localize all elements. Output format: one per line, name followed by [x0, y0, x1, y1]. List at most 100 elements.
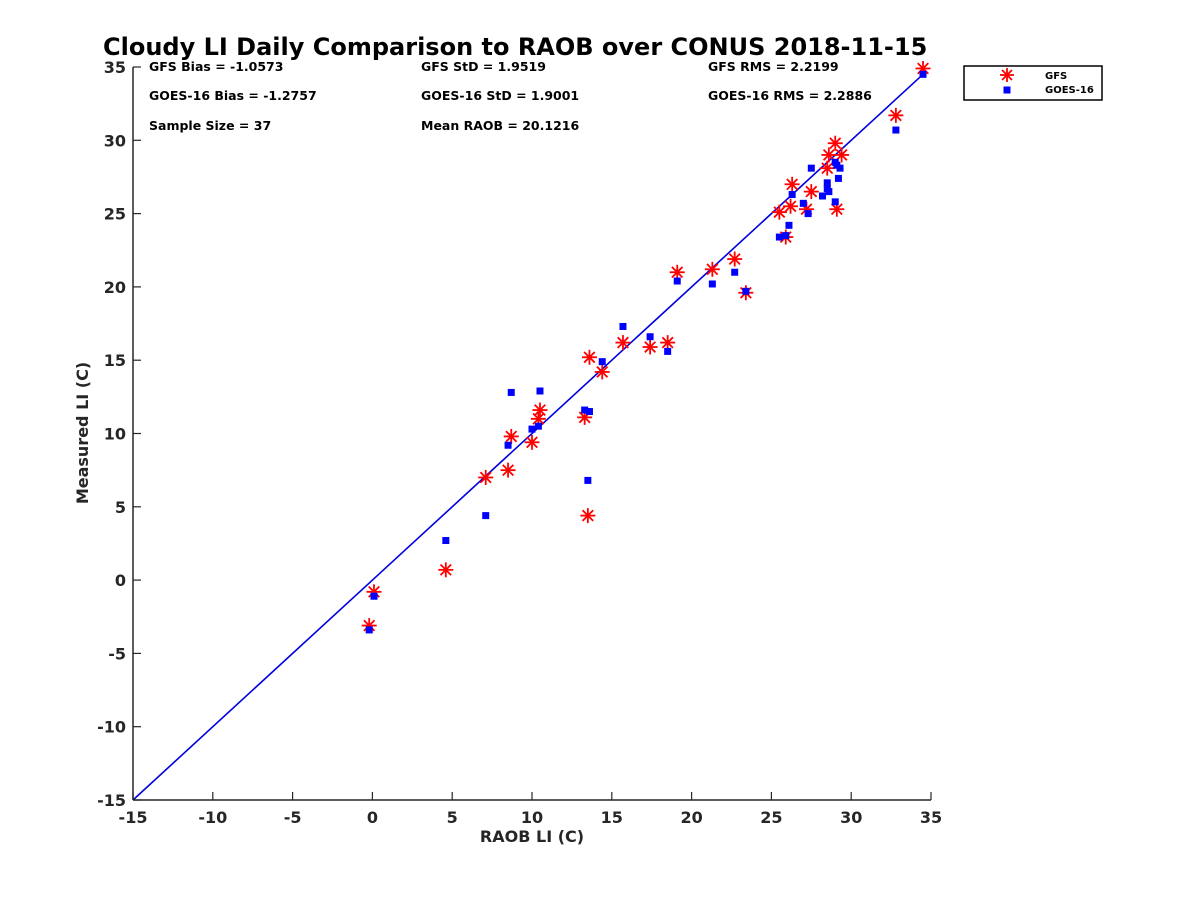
legend: GFS GOES-16	[963, 65, 1103, 101]
y-tick-label: -10	[97, 718, 126, 737]
legend-goes-label: GOES-16	[1045, 85, 1094, 96]
goes-16-point	[825, 188, 833, 196]
stat-mean-raob: Mean RAOB = 20.1216	[421, 118, 579, 133]
goes-16-point	[708, 280, 716, 288]
y-tick-label: -5	[108, 644, 126, 663]
gfs-point	[580, 508, 596, 524]
goes-16-point	[836, 164, 844, 172]
goes-16-point	[788, 191, 796, 199]
x-tick-label: 15	[601, 808, 623, 827]
goes-16-point	[892, 126, 900, 134]
goes-16-point	[742, 287, 750, 295]
legend-gfs-label: GFS	[1045, 71, 1067, 82]
goes-16-point	[619, 322, 627, 330]
goes-16-point	[818, 192, 826, 200]
goes-16-point	[804, 210, 812, 218]
gfs-point	[500, 462, 516, 478]
goes-16-point	[807, 164, 815, 172]
goes-16-point	[442, 537, 450, 545]
x-tick-label: 5	[447, 808, 458, 827]
goes-16-point	[919, 70, 927, 78]
gfs-point	[783, 198, 799, 214]
goes-16-point	[528, 425, 536, 433]
legend-goes-square	[1003, 86, 1011, 94]
stat-gfs-rms: GFS RMS = 2.2199	[708, 59, 839, 74]
goes-16-point	[507, 388, 515, 396]
goes-16-point	[731, 268, 739, 276]
goes-16-point	[504, 441, 512, 449]
x-tick-label: 10	[521, 808, 543, 827]
gfs-point	[478, 469, 494, 485]
gfs-point	[827, 135, 843, 151]
gfs-point	[771, 204, 787, 220]
x-axis-label: RAOB LI (C)	[480, 827, 584, 846]
goes-16-point	[598, 358, 606, 366]
goes-16-point	[664, 347, 672, 355]
gfs-point	[888, 107, 904, 123]
y-tick-label: 5	[115, 498, 126, 517]
gfs-point	[532, 402, 548, 418]
gfs-point	[821, 147, 837, 163]
y-tick-label: 30	[104, 131, 126, 150]
legend-gfs-marker	[1000, 68, 1014, 82]
gfs-point	[438, 562, 454, 578]
gfs-point	[615, 335, 631, 351]
chart-title: Cloudy LI Daily Comparison to RAOB over …	[103, 33, 927, 61]
goes-16-point	[785, 221, 793, 229]
goes-16-point	[536, 387, 544, 395]
gfs-point	[819, 160, 835, 176]
x-tick-label: -15	[119, 808, 148, 827]
stat-goes-rms: GOES-16 RMS = 2.2886	[708, 88, 872, 103]
y-tick-label: 15	[104, 351, 126, 370]
gfs-point	[660, 335, 676, 351]
legend-gfs-asterisk	[1000, 68, 1014, 82]
x-tick-label: 25	[760, 808, 782, 827]
gfs-point	[834, 147, 850, 163]
y-tick-label: -15	[97, 791, 126, 810]
y-axis-label: Measured LI (C)	[73, 362, 92, 504]
stat-sample-size: Sample Size = 37	[149, 118, 271, 133]
y-tick-label: 0	[115, 571, 126, 590]
legend-box	[963, 65, 1103, 101]
gfs-point	[784, 176, 800, 192]
gfs-point	[503, 428, 519, 444]
y-tick-label: 10	[104, 425, 126, 444]
y-tick-label: 35	[104, 58, 126, 77]
legend-goes-marker	[1003, 86, 1011, 94]
gfs-point	[594, 364, 610, 380]
x-tick-label: 30	[840, 808, 862, 827]
x-tick-label: -5	[284, 808, 302, 827]
goes-16-point	[799, 199, 807, 207]
goes-16-point	[834, 174, 842, 182]
data-layer	[132, 60, 931, 801]
y-tick-label: 25	[104, 205, 126, 224]
x-tick-label: 20	[680, 808, 702, 827]
gfs-point	[727, 251, 743, 267]
stat-goes-bias: GOES-16 Bias = -1.2757	[149, 88, 317, 103]
stat-gfs-std: GFS StD = 1.9519	[421, 59, 546, 74]
gfs-point	[704, 261, 720, 277]
gfs-point	[581, 349, 597, 365]
goes-16-point	[365, 626, 373, 634]
goes-16-point	[831, 198, 839, 206]
gfs-point	[669, 264, 685, 280]
goes-16-point	[673, 277, 681, 285]
stat-goes-std: GOES-16 StD = 1.9001	[421, 88, 579, 103]
gfs-point	[524, 434, 540, 450]
goes-16-point	[534, 422, 542, 430]
goes-16-point	[782, 232, 790, 240]
goes-16-point	[482, 512, 490, 520]
gfs-point	[803, 184, 819, 200]
goes-16-point	[581, 406, 589, 414]
goes-16-point	[646, 333, 654, 341]
axes-layer: -15 -10 -5 0 5 10 15 20 25 30 35 -15 -10 -5 0 5 10 15 20 25…	[97, 58, 942, 827]
x-tick-label: 0	[367, 808, 378, 827]
y-tick-label: 20	[104, 278, 126, 297]
x-tick-label: 35	[920, 808, 942, 827]
x-tick-label: -10	[198, 808, 227, 827]
goes-16-point	[584, 476, 592, 484]
goes-16-point	[775, 233, 783, 241]
goes-16-point	[823, 179, 831, 187]
